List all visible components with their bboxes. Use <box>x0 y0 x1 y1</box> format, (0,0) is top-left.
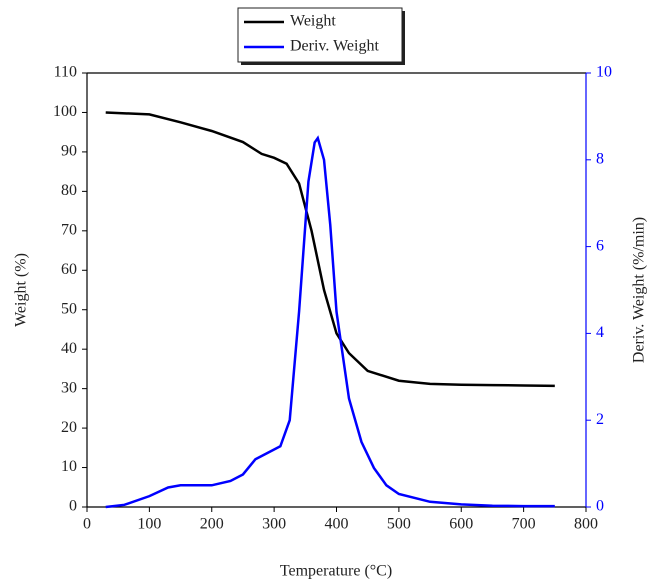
y2-tick-label: 8 <box>596 150 604 167</box>
y-tick-label: 90 <box>61 143 77 160</box>
y-tick-label: 100 <box>53 103 77 120</box>
x-tick-label: 300 <box>262 516 286 533</box>
y2-tick-label: 10 <box>596 64 612 81</box>
legend-box <box>237 7 403 63</box>
y2-tick-label: 6 <box>596 237 604 254</box>
y2-tick-label: 2 <box>596 411 604 428</box>
y-tick-label: 110 <box>54 64 77 81</box>
y-tick-label: 10 <box>61 458 77 475</box>
x-tick-label: 700 <box>512 516 536 533</box>
y-tick-label: 0 <box>69 498 77 515</box>
y2-tick-label: 4 <box>596 324 604 341</box>
x-tick-label: 0 <box>83 516 91 533</box>
x-tick-label: 400 <box>325 516 349 533</box>
legend-label: Weight <box>290 13 336 30</box>
y-tick-label: 50 <box>61 300 77 317</box>
y-tick-label: 80 <box>61 182 77 199</box>
legend-label: Deriv. Weight <box>290 38 379 55</box>
y-tick-label: 40 <box>61 340 77 357</box>
y-tick-label: 30 <box>61 379 77 396</box>
x-tick-label: 600 <box>449 516 473 533</box>
x-tick-label: 800 <box>574 516 598 533</box>
y-tick-label: 70 <box>61 221 77 238</box>
x-axis-label: Temperature (°C) <box>280 563 392 580</box>
x-tick-label: 100 <box>137 516 161 533</box>
y-tick-label: 20 <box>61 419 77 436</box>
y2-tick-label: 0 <box>596 498 604 515</box>
x-tick-label: 500 <box>387 516 411 533</box>
y-tick-label: 60 <box>61 261 77 278</box>
x-tick-label: 200 <box>200 516 224 533</box>
data-line <box>105 111 555 388</box>
data-line <box>105 135 555 509</box>
y-axis-label: Weight (%) <box>13 253 30 327</box>
y2-axis-label: Deriv. Weight (%/min) <box>631 217 648 363</box>
